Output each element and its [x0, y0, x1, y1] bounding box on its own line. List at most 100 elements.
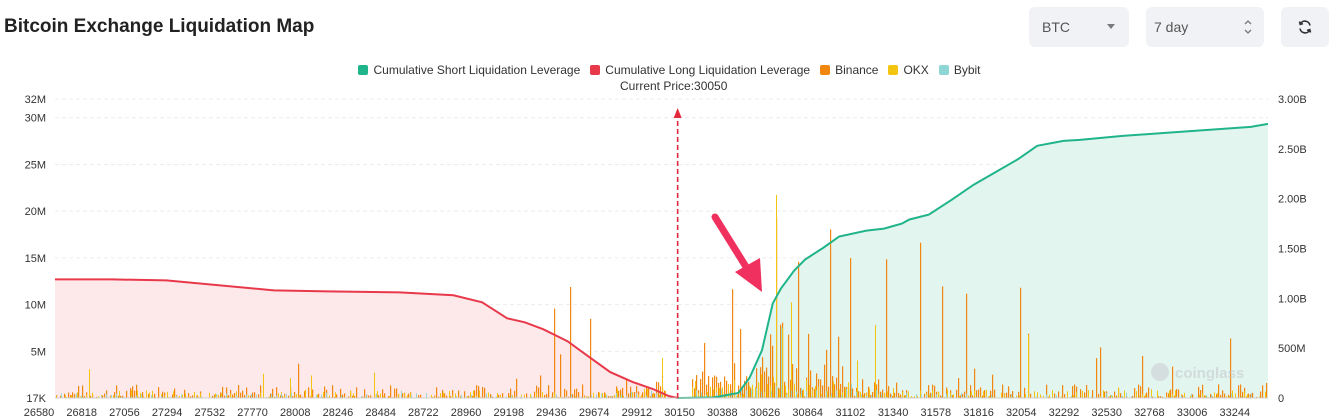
bar: [1103, 390, 1104, 398]
bar: [1110, 395, 1112, 398]
bar: [185, 393, 186, 398]
bar: [1205, 395, 1206, 398]
bar: [290, 378, 291, 398]
bar: [167, 391, 168, 398]
bar: [162, 391, 164, 398]
legend-item-bybit[interactable]: Bybit: [938, 63, 981, 77]
bar: [842, 392, 843, 398]
bar: [1118, 387, 1119, 398]
y-left-tick-label: 10M: [25, 300, 46, 312]
legend-label: Binance: [835, 63, 879, 77]
bar: [364, 389, 366, 398]
bar: [928, 385, 930, 398]
bar: [356, 387, 358, 398]
bar: [841, 394, 842, 398]
bar: [497, 392, 498, 398]
bar: [1002, 384, 1004, 398]
bar: [846, 388, 847, 398]
bar: [960, 395, 962, 398]
bar: [832, 376, 834, 398]
bar: [1070, 396, 1071, 398]
bar: [826, 349, 828, 398]
bar: [1058, 391, 1060, 398]
bar: [768, 376, 770, 398]
bar: [411, 394, 412, 398]
bar: [77, 392, 78, 398]
refresh-button[interactable]: [1281, 7, 1329, 47]
bar: [110, 396, 111, 398]
bar: [598, 391, 600, 398]
bar: [560, 396, 561, 398]
bar: [324, 386, 326, 398]
bar: [408, 393, 410, 398]
bar: [606, 394, 607, 398]
bar: [336, 394, 338, 398]
bar: [774, 382, 776, 398]
bar: [740, 395, 741, 398]
bar: [1073, 395, 1074, 398]
bar: [286, 393, 287, 398]
bar: [111, 394, 112, 398]
bar: [484, 387, 486, 398]
bar: [536, 392, 537, 398]
bar: [496, 396, 497, 398]
bar: [1214, 392, 1215, 398]
bar: [581, 396, 582, 398]
bar: [857, 360, 858, 398]
bar: [962, 396, 963, 398]
bar: [68, 392, 70, 398]
bar: [698, 393, 699, 398]
bar: [296, 394, 297, 398]
x-tick-label: 29436: [536, 407, 567, 419]
bar: [871, 395, 872, 398]
bar: [292, 396, 294, 398]
bar: [1037, 392, 1038, 398]
x-tick-label: 27532: [195, 407, 226, 419]
range-select[interactable]: 7 day: [1146, 7, 1264, 47]
bar: [696, 375, 698, 398]
bar: [601, 393, 602, 398]
y-left-tick-label: 30M: [25, 113, 46, 125]
bar: [713, 389, 714, 398]
current-price-label: Current Price:30050: [620, 79, 728, 93]
legend-item-binance[interactable]: Binance: [820, 63, 878, 77]
bar: [302, 396, 304, 398]
bar: [893, 388, 894, 398]
bar: [1145, 393, 1146, 398]
y-right-tick-label: 3.00B: [1278, 94, 1307, 106]
symbol-select[interactable]: BTC: [1029, 7, 1129, 47]
bar: [1218, 384, 1220, 398]
bar: [800, 387, 802, 398]
bar: [876, 390, 877, 398]
x-tick-label: 29198: [493, 407, 524, 419]
bar: [702, 371, 704, 398]
legend-item-short[interactable]: Cumulative Short Liquidation Leverage: [358, 63, 580, 77]
bar: [502, 393, 504, 398]
bar: [694, 388, 696, 398]
bar: [491, 395, 492, 398]
legend-item-okx[interactable]: OKX: [888, 63, 929, 77]
bar: [750, 387, 752, 398]
bar: [548, 385, 550, 398]
bar: [938, 391, 939, 398]
bar: [190, 396, 192, 398]
bar: [956, 389, 958, 398]
legend-item-long[interactable]: Cumulative Long Liquidation Leverage: [590, 63, 810, 77]
bar: [120, 395, 122, 398]
bar: [321, 394, 322, 398]
bar: [788, 334, 790, 398]
bar: [608, 396, 610, 398]
bar: [1024, 387, 1026, 398]
bar: [116, 385, 118, 398]
bar: [926, 395, 927, 398]
bar: [370, 395, 372, 398]
bar: [708, 375, 710, 398]
bar: [836, 377, 838, 398]
bar: [271, 393, 272, 398]
bar: [737, 394, 738, 398]
bar: [1004, 394, 1005, 398]
legend-swatch: [590, 65, 601, 75]
bar: [981, 396, 982, 398]
bar: [130, 388, 132, 398]
bar: [158, 387, 160, 398]
